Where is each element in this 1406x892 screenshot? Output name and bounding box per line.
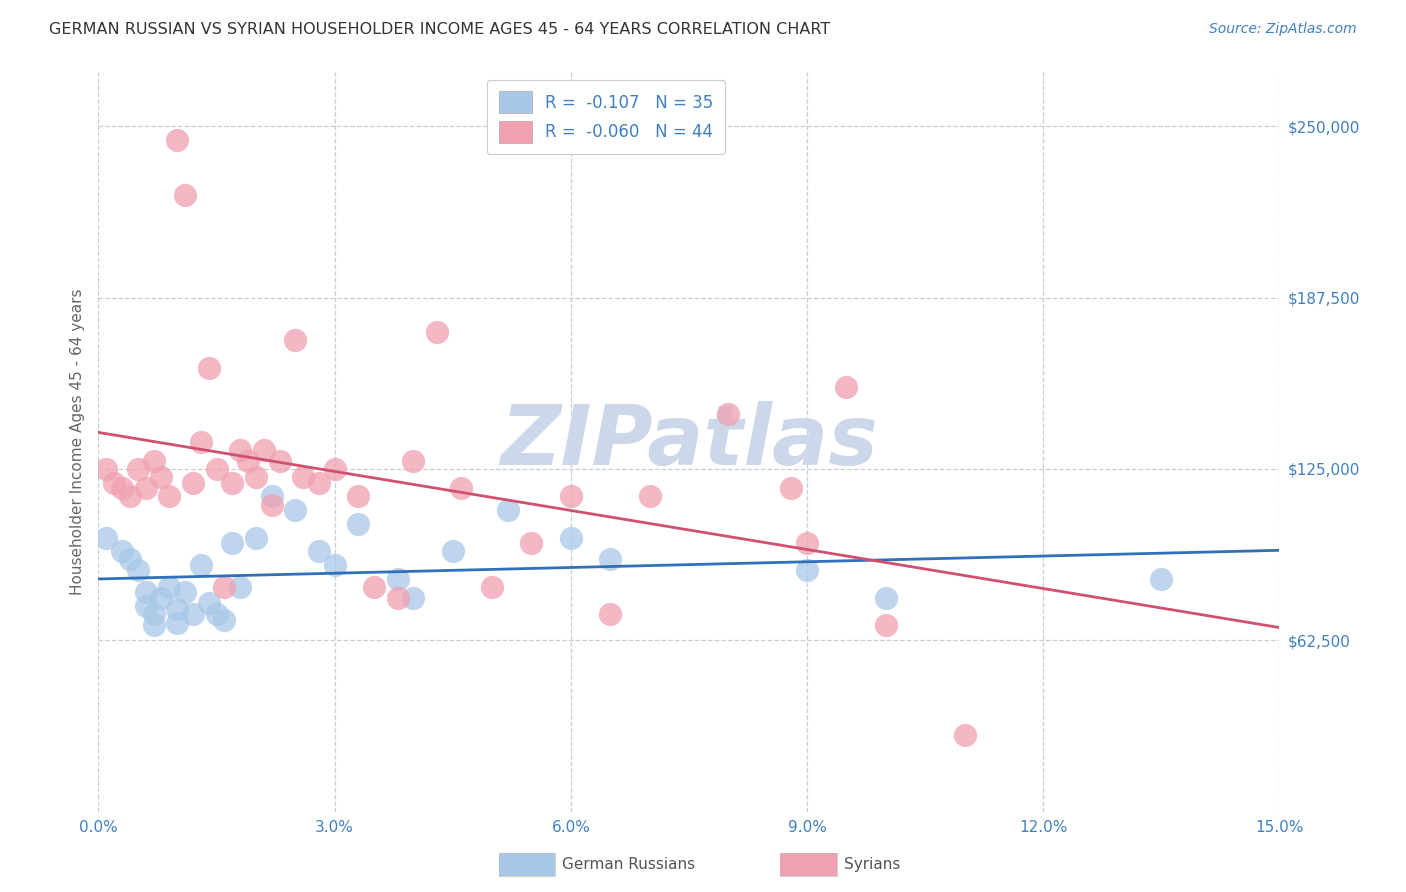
- Point: [284, 503, 307, 517]
- Point: [292, 470, 315, 484]
- Point: [308, 475, 330, 490]
- Point: [103, 475, 125, 490]
- Point: [796, 563, 818, 577]
- Point: [166, 133, 188, 147]
- Point: [150, 470, 173, 484]
- Point: [135, 481, 157, 495]
- Point: [229, 580, 252, 594]
- Point: [221, 475, 243, 490]
- Point: [245, 470, 267, 484]
- Point: [481, 580, 503, 594]
- Legend: R =  -0.107   N = 35, R =  -0.060   N = 44: R = -0.107 N = 35, R = -0.060 N = 44: [486, 79, 725, 154]
- Point: [347, 516, 370, 531]
- Point: [142, 454, 165, 468]
- Point: [229, 442, 252, 457]
- Point: [1150, 572, 1173, 586]
- Point: [599, 552, 621, 566]
- Point: [363, 580, 385, 594]
- Point: [96, 531, 118, 545]
- Point: [181, 475, 204, 490]
- Point: [174, 187, 197, 202]
- Point: [402, 454, 425, 468]
- Point: [190, 434, 212, 449]
- Point: [875, 591, 897, 605]
- Point: [496, 503, 519, 517]
- Point: [142, 618, 165, 632]
- Point: [520, 536, 543, 550]
- Point: [875, 618, 897, 632]
- Text: ZIPatlas: ZIPatlas: [501, 401, 877, 482]
- Point: [269, 454, 291, 468]
- Point: [780, 481, 803, 495]
- Point: [174, 585, 197, 599]
- Point: [323, 462, 346, 476]
- Point: [284, 333, 307, 347]
- Point: [835, 380, 858, 394]
- Point: [717, 407, 740, 421]
- Point: [260, 489, 283, 503]
- Point: [441, 544, 464, 558]
- Point: [127, 563, 149, 577]
- Point: [450, 481, 472, 495]
- Point: [221, 536, 243, 550]
- Text: Source: ZipAtlas.com: Source: ZipAtlas.com: [1209, 22, 1357, 37]
- Point: [157, 580, 180, 594]
- Point: [96, 462, 118, 476]
- Point: [190, 558, 212, 572]
- Point: [260, 498, 283, 512]
- Point: [205, 462, 228, 476]
- Point: [426, 325, 449, 339]
- Point: [166, 602, 188, 616]
- Point: [347, 489, 370, 503]
- Point: [245, 531, 267, 545]
- Point: [166, 615, 188, 630]
- Text: German Russians: German Russians: [562, 857, 696, 871]
- Point: [214, 613, 236, 627]
- Point: [323, 558, 346, 572]
- Point: [150, 591, 173, 605]
- Point: [197, 360, 219, 375]
- Point: [308, 544, 330, 558]
- Point: [111, 481, 134, 495]
- Point: [135, 599, 157, 613]
- Point: [560, 531, 582, 545]
- Point: [402, 591, 425, 605]
- Point: [387, 572, 409, 586]
- Point: [599, 607, 621, 622]
- Point: [135, 585, 157, 599]
- Y-axis label: Householder Income Ages 45 - 64 years: Householder Income Ages 45 - 64 years: [69, 288, 84, 595]
- Point: [796, 536, 818, 550]
- Point: [142, 607, 165, 622]
- Point: [236, 454, 259, 468]
- Point: [118, 552, 141, 566]
- Text: GERMAN RUSSIAN VS SYRIAN HOUSEHOLDER INCOME AGES 45 - 64 YEARS CORRELATION CHART: GERMAN RUSSIAN VS SYRIAN HOUSEHOLDER INC…: [49, 22, 831, 37]
- Point: [387, 591, 409, 605]
- Text: Syrians: Syrians: [844, 857, 900, 871]
- Point: [127, 462, 149, 476]
- Point: [214, 580, 236, 594]
- Point: [157, 489, 180, 503]
- Point: [181, 607, 204, 622]
- Point: [253, 442, 276, 457]
- Point: [638, 489, 661, 503]
- Point: [197, 596, 219, 610]
- Point: [118, 489, 141, 503]
- Point: [560, 489, 582, 503]
- Point: [953, 728, 976, 742]
- Point: [205, 607, 228, 622]
- Point: [111, 544, 134, 558]
